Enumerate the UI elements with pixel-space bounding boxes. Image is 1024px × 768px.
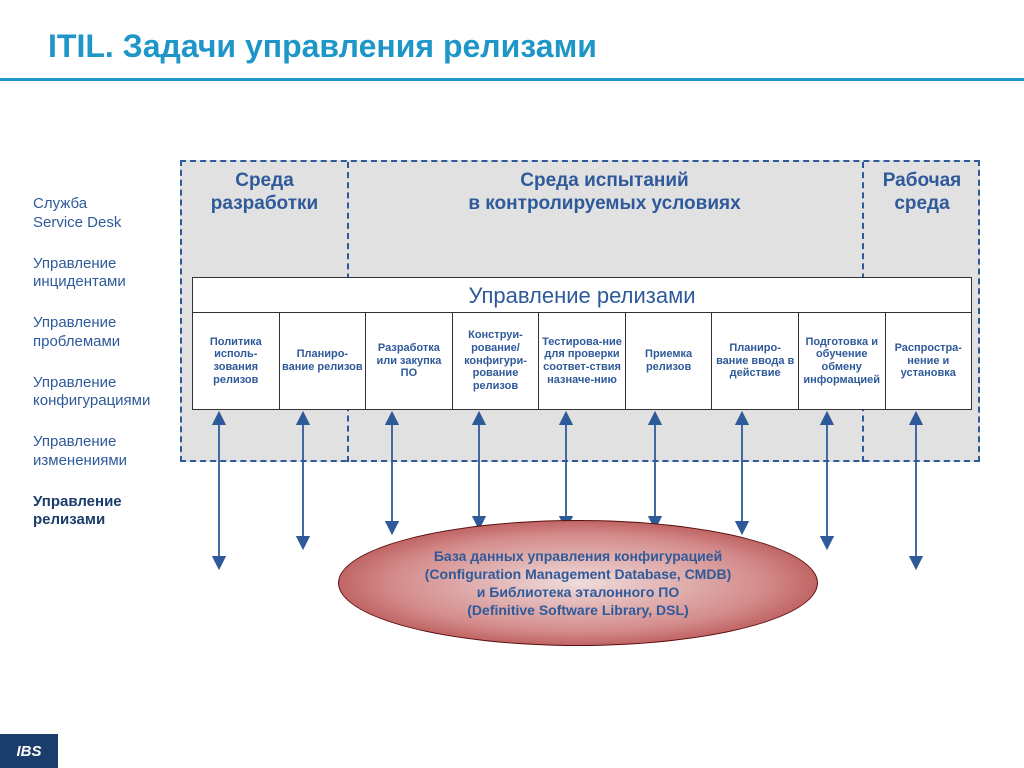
release-management-header: Управление релизами [193, 278, 971, 313]
rm-step: Конструи-рование/ конфигури-рование рели… [453, 313, 540, 409]
rm-step: Распростра-нение и установка [886, 313, 972, 409]
cmdb-line: База данных управления конфигурацией [434, 548, 722, 564]
env-label-prod: Рабочая среда [862, 170, 982, 216]
sidebar-item-changes[interactable]: Управление изменениями [33, 433, 155, 471]
cmdb-text: База данных управления конфигурацией (Co… [395, 547, 761, 620]
rm-step: Подготовка и обучение обмену информацией [799, 313, 886, 409]
cmdb-line: (Configuration Management Database, CMDB… [425, 566, 731, 582]
cmdb-line: и Библиотека эталонного ПО [477, 584, 679, 600]
rm-step: Приемка релизов [626, 313, 713, 409]
rm-step: Разработка или закупка ПО [366, 313, 453, 409]
env-label-test: Среда испытаний в контролируемых условия… [347, 170, 862, 216]
rm-step: Планиро-вание релизов [280, 313, 367, 409]
brand-logo: IBS [0, 734, 58, 768]
sidebar-nav: Служба Service Desk Управление инцидента… [33, 195, 155, 552]
env-label-dev: Среда разработки [182, 170, 347, 216]
sidebar-item-config[interactable]: Управление конфигурациями [33, 374, 155, 412]
title-underline [0, 78, 1024, 81]
sidebar-item-servicedesk[interactable]: Служба Service Desk [33, 195, 155, 233]
rm-step: Политика исполь-зования релизов [193, 313, 280, 409]
release-management-box: Управление релизами Политика исполь-зова… [192, 277, 972, 410]
release-management-steps: Политика исполь-зования релизов Планиро-… [193, 313, 971, 409]
rm-step: Тестирова-ние для проверки соответ-ствия… [539, 313, 626, 409]
cmdb-ellipse: База данных управления конфигурацией (Co… [338, 520, 818, 646]
rm-step: Планиро-вание ввода в действие [712, 313, 799, 409]
cmdb-line: (Definitive Software Library, DSL) [467, 602, 688, 618]
sidebar-item-incidents[interactable]: Управление инцидентами [33, 255, 155, 293]
environments-panel: Среда разработки Среда испытаний в контр… [180, 160, 980, 462]
page-title: ITIL. Задачи управления релизами [48, 28, 597, 65]
sidebar-item-problems[interactable]: Управление проблемами [33, 314, 155, 352]
sidebar-item-releases[interactable]: Управление релизами [33, 493, 155, 531]
